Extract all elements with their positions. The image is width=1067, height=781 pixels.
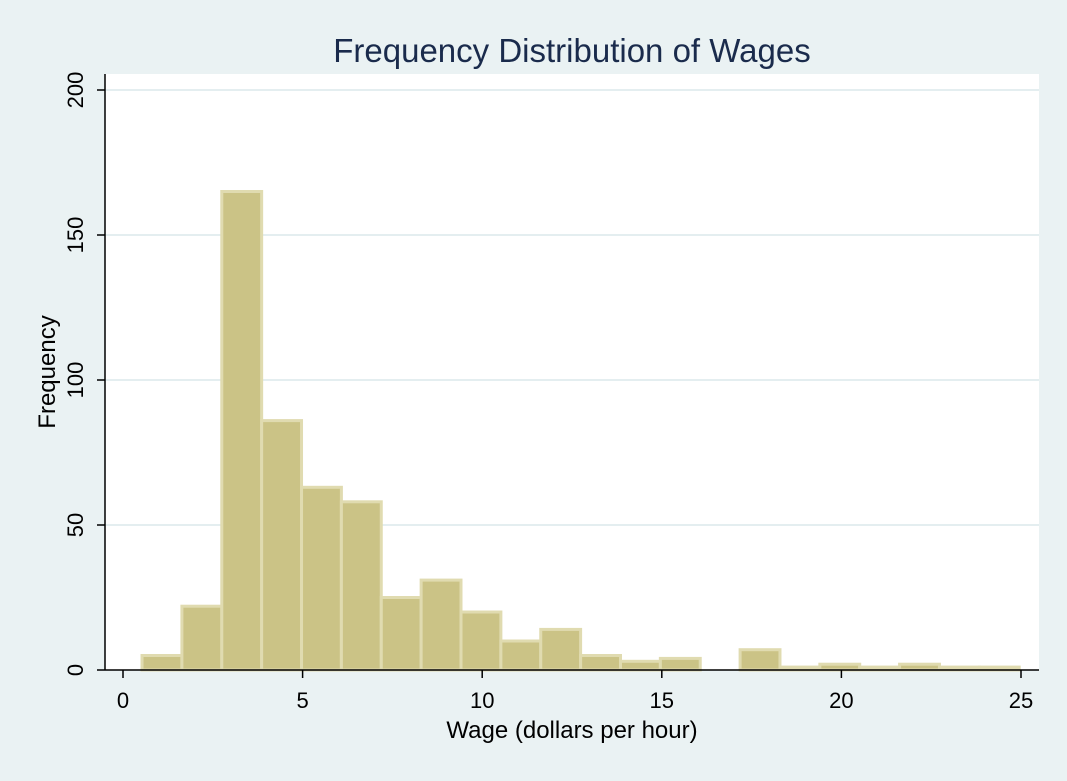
histogram-bar [539,627,583,672]
histogram-bar [618,659,662,672]
x-axis-label: Wage (dollars per hour) [446,717,697,744]
x-tick-label: 25 [1009,688,1033,713]
histogram-bar [499,639,543,672]
histogram-bar [658,656,702,672]
y-tick-label: 0 [63,664,88,676]
y-tick-label: 100 [63,362,88,399]
histogram-bar [579,654,622,672]
x-tick-label: 15 [650,688,674,713]
histogram-bar [300,485,343,672]
y-tick-label: 200 [63,72,88,109]
histogram-bar [260,419,304,672]
histogram-bar [818,662,862,672]
histogram-bar [419,578,463,672]
y-axis-label: Frequency [34,315,61,428]
histogram-bar [738,648,782,672]
y-tick-label: 150 [63,217,88,254]
histogram-bar [180,604,224,672]
histogram-bar [459,610,503,672]
chart-title: Frequency Distribution of Wages [333,32,811,69]
x-tick-label: 0 [117,688,129,713]
y-tick-label: 50 [63,513,88,537]
histogram-bar [339,500,383,672]
x-tick-label: 20 [829,688,853,713]
axes: 0 50 100 150 200 0 5 10 15 20 25 [63,72,1039,713]
x-tick-label: 5 [296,688,308,713]
histogram-bar [220,190,264,672]
histogram-bar [898,662,941,672]
x-tick-label: 10 [470,688,494,713]
histogram-bar [140,654,184,672]
histogram-bar [379,596,423,672]
